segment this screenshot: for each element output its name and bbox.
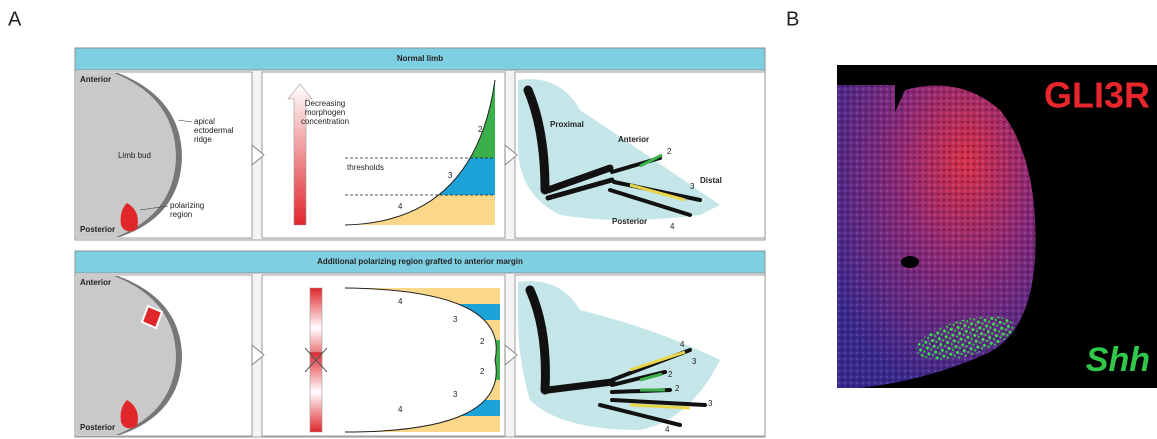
digit: 4 bbox=[670, 222, 675, 231]
digit: 3 bbox=[690, 182, 695, 191]
row-header: Additional polarizing region grafted to … bbox=[317, 257, 523, 266]
micrograph: GLI3R Shh bbox=[837, 65, 1157, 388]
label: thresholds bbox=[347, 163, 384, 172]
digit: 2 bbox=[480, 367, 485, 376]
label: Anterior bbox=[80, 75, 111, 84]
digit: 4 bbox=[398, 405, 403, 414]
digit: 3 bbox=[453, 390, 458, 399]
row-header: Normal limb bbox=[397, 54, 443, 63]
label: region bbox=[170, 210, 192, 219]
label: Limb bud bbox=[118, 151, 151, 160]
label: concentration bbox=[301, 117, 349, 126]
digit: 4 bbox=[398, 202, 403, 211]
label: ridge bbox=[194, 135, 212, 144]
label: ectodermal bbox=[194, 126, 234, 135]
digit: 4 bbox=[398, 297, 403, 306]
label: Anterior bbox=[618, 135, 649, 144]
digit: 2 bbox=[675, 384, 680, 393]
panel-label: B bbox=[786, 8, 799, 30]
digit: 2 bbox=[480, 337, 485, 346]
digit: 2 bbox=[667, 147, 672, 156]
hole bbox=[901, 256, 919, 268]
label: polarizing bbox=[170, 201, 204, 210]
figure: A B Normal limb Anterior Posterior Limb … bbox=[0, 0, 1157, 439]
panel-label: A bbox=[8, 8, 22, 30]
digit: 2 bbox=[668, 370, 673, 379]
label: morphogen bbox=[305, 108, 345, 117]
marker-label: GLI3R bbox=[1044, 75, 1150, 116]
digit: 3 bbox=[708, 399, 713, 408]
label: Distal bbox=[700, 176, 722, 185]
label: Posterior bbox=[80, 423, 115, 432]
marker-label: Shh bbox=[1086, 341, 1150, 379]
digit: 3 bbox=[692, 357, 697, 366]
digit: 4 bbox=[680, 340, 685, 349]
label: Anterior bbox=[80, 278, 111, 287]
digit: 4 bbox=[665, 425, 670, 434]
label: Proximal bbox=[550, 120, 584, 129]
label: Decreasing bbox=[305, 99, 345, 108]
digit: 3 bbox=[453, 315, 458, 324]
digit: 3 bbox=[448, 171, 453, 180]
label: Posterior bbox=[612, 217, 647, 226]
label: apical bbox=[194, 117, 215, 126]
label: Posterior bbox=[80, 225, 115, 234]
row-normal: Normal limb Anterior Posterior Limb bud … bbox=[75, 48, 765, 240]
digit: 2 bbox=[478, 125, 483, 134]
row-graft: Additional polarizing region grafted to … bbox=[75, 251, 765, 437]
